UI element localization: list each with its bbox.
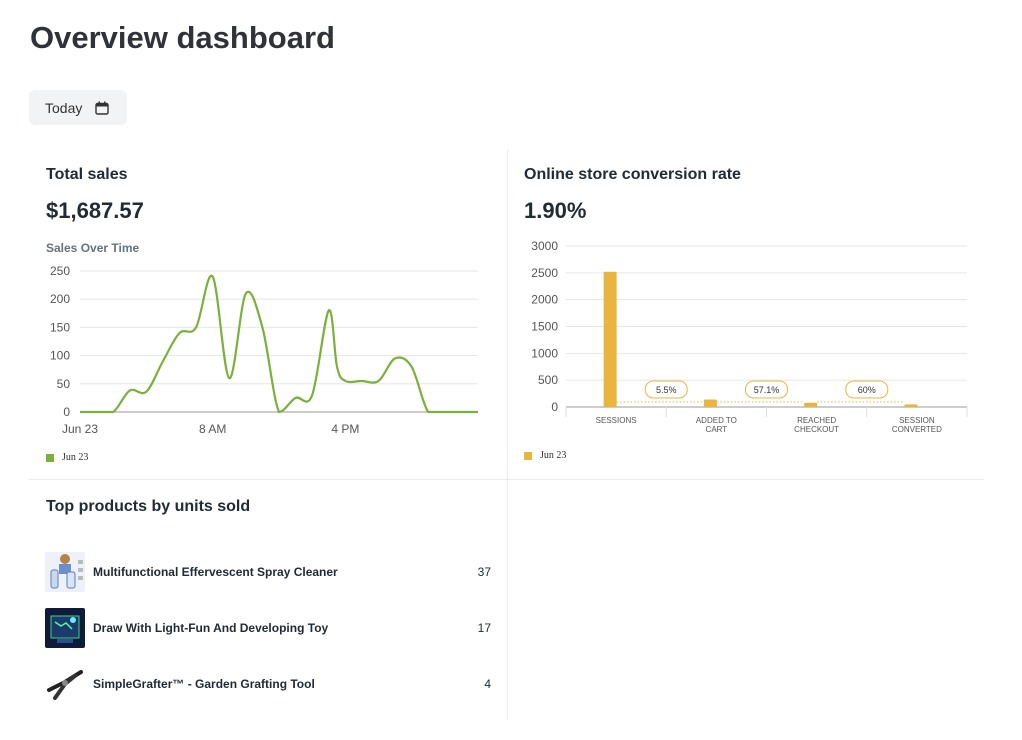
conversion-legend-swatch: [524, 451, 532, 460]
row-divider: [29, 479, 984, 480]
x-tick-label: 8 AM: [199, 422, 226, 436]
y-tick-label: 500: [538, 373, 558, 387]
x-tick-label: SESSION CONVERTED: [892, 416, 942, 434]
conversion-title: Online store conversion rate: [524, 166, 741, 183]
x-tick-label: Jun 23: [62, 422, 98, 436]
top-products-title: Top products by units sold: [46, 498, 251, 515]
product-units: 17: [477, 621, 491, 635]
sales-series-line: [80, 274, 478, 414]
y-tick-label: 2000: [531, 293, 558, 307]
pct-bubble: [644, 380, 688, 399]
y-tick-label: 2500: [531, 266, 558, 280]
product-units: 37: [477, 565, 491, 579]
product-row[interactable]: Multifunctional Effervescent Spray Clean…: [45, 550, 491, 594]
sales-over-time-chart: 0 50 100 150 200 250 Jun 23 8 AM 4 PM: [50, 264, 478, 436]
light-drawing-toy-thumbnail: [45, 608, 85, 648]
total-sales-value: $1,687.57: [46, 198, 144, 223]
y-tick-label: 3000: [531, 239, 558, 253]
y-tick-label: 100: [50, 349, 70, 363]
product-name: SimpleGrafter™ - Garden Grafting Tool: [93, 677, 315, 691]
x-tick-label: SESSIONS: [596, 416, 637, 425]
funnel-bar: [904, 404, 918, 407]
x-tick-label: REACHED CHECKOUT: [794, 416, 839, 434]
page-title: Overview dashboard: [30, 20, 335, 55]
product-name: Multifunctional Effervescent Spray Clean…: [93, 565, 338, 579]
pct-bubble: [745, 380, 788, 399]
conversion-funnel-chart: 0 500 1000 1500 2000 2500 3000 SESSIONS ADDED TO…: [531, 239, 968, 434]
funnel-bar: [804, 402, 818, 407]
y-tick-label: 0: [551, 400, 558, 414]
x-tick-label: 4 PM: [331, 422, 359, 436]
y-tick-label: 150: [50, 320, 70, 334]
conversion-legend-label: Jun 23: [540, 450, 567, 461]
pct-bubble: [845, 380, 889, 399]
total-sales-title: Total sales: [46, 166, 128, 183]
spray-cleaner-thumbnail: [45, 552, 85, 592]
y-tick-label: 200: [50, 292, 70, 306]
product-name: Draw With Light-Fun And Developing Toy: [93, 621, 329, 635]
y-tick-label: 0: [63, 405, 70, 419]
funnel-bar: [703, 399, 717, 407]
conversion-value: 1.90%: [524, 198, 587, 223]
grafting-tool-thumbnail: [45, 664, 85, 704]
product-row[interactable]: Draw With Light-Fun And Developing Toy 1…: [45, 606, 491, 650]
product-row[interactable]: SimpleGrafter™ - Garden Grafting Tool 4: [45, 662, 491, 706]
sales-legend-swatch: [46, 453, 54, 462]
y-tick-label: 1500: [531, 320, 558, 334]
y-tick-label: 250: [50, 264, 70, 278]
sales-legend-label: Jun 23: [62, 452, 89, 463]
column-divider: [507, 150, 508, 720]
pct-label: 5.5%: [656, 385, 677, 395]
date-filter-label: Today: [45, 99, 83, 116]
date-filter-button[interactable]: Today: [29, 90, 127, 125]
conversion-legend: Jun 23: [524, 450, 566, 461]
funnel-bar: [603, 271, 617, 407]
x-tick-label: ADDED TO CART: [696, 416, 737, 434]
y-tick-label: 1000: [531, 346, 558, 360]
sales-chart-title: Sales Over Time: [46, 241, 140, 255]
sales-legend: Jun 23: [46, 452, 88, 463]
product-units: 4: [484, 677, 491, 691]
y-tick-label: 50: [57, 377, 71, 391]
calendar-icon: [95, 101, 110, 115]
pct-label: 60%: [858, 385, 876, 395]
pct-label: 57.1%: [754, 385, 780, 395]
